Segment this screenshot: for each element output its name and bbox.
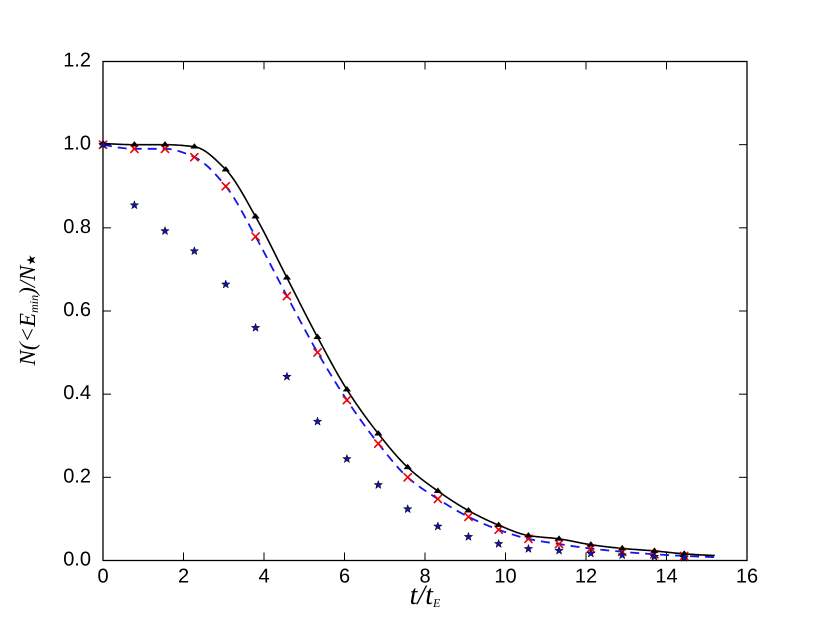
svg-text:0.4: 0.4 (63, 382, 91, 404)
svg-text:10: 10 (494, 566, 516, 588)
svg-text:6: 6 (339, 566, 350, 588)
svg-text:16: 16 (736, 566, 758, 588)
svg-text:0.0: 0.0 (63, 549, 91, 571)
svg-text:0.8: 0.8 (63, 216, 91, 238)
svg-text:0: 0 (97, 566, 108, 588)
svg-text:4: 4 (258, 566, 269, 588)
svg-text:1.0: 1.0 (63, 133, 91, 155)
svg-text:0.2: 0.2 (63, 465, 91, 487)
svg-text:14: 14 (655, 566, 677, 588)
svg-text:2: 2 (178, 566, 189, 588)
svg-text:1.2: 1.2 (63, 50, 91, 72)
svg-text:12: 12 (575, 566, 597, 588)
svg-text:0.6: 0.6 (63, 299, 91, 321)
